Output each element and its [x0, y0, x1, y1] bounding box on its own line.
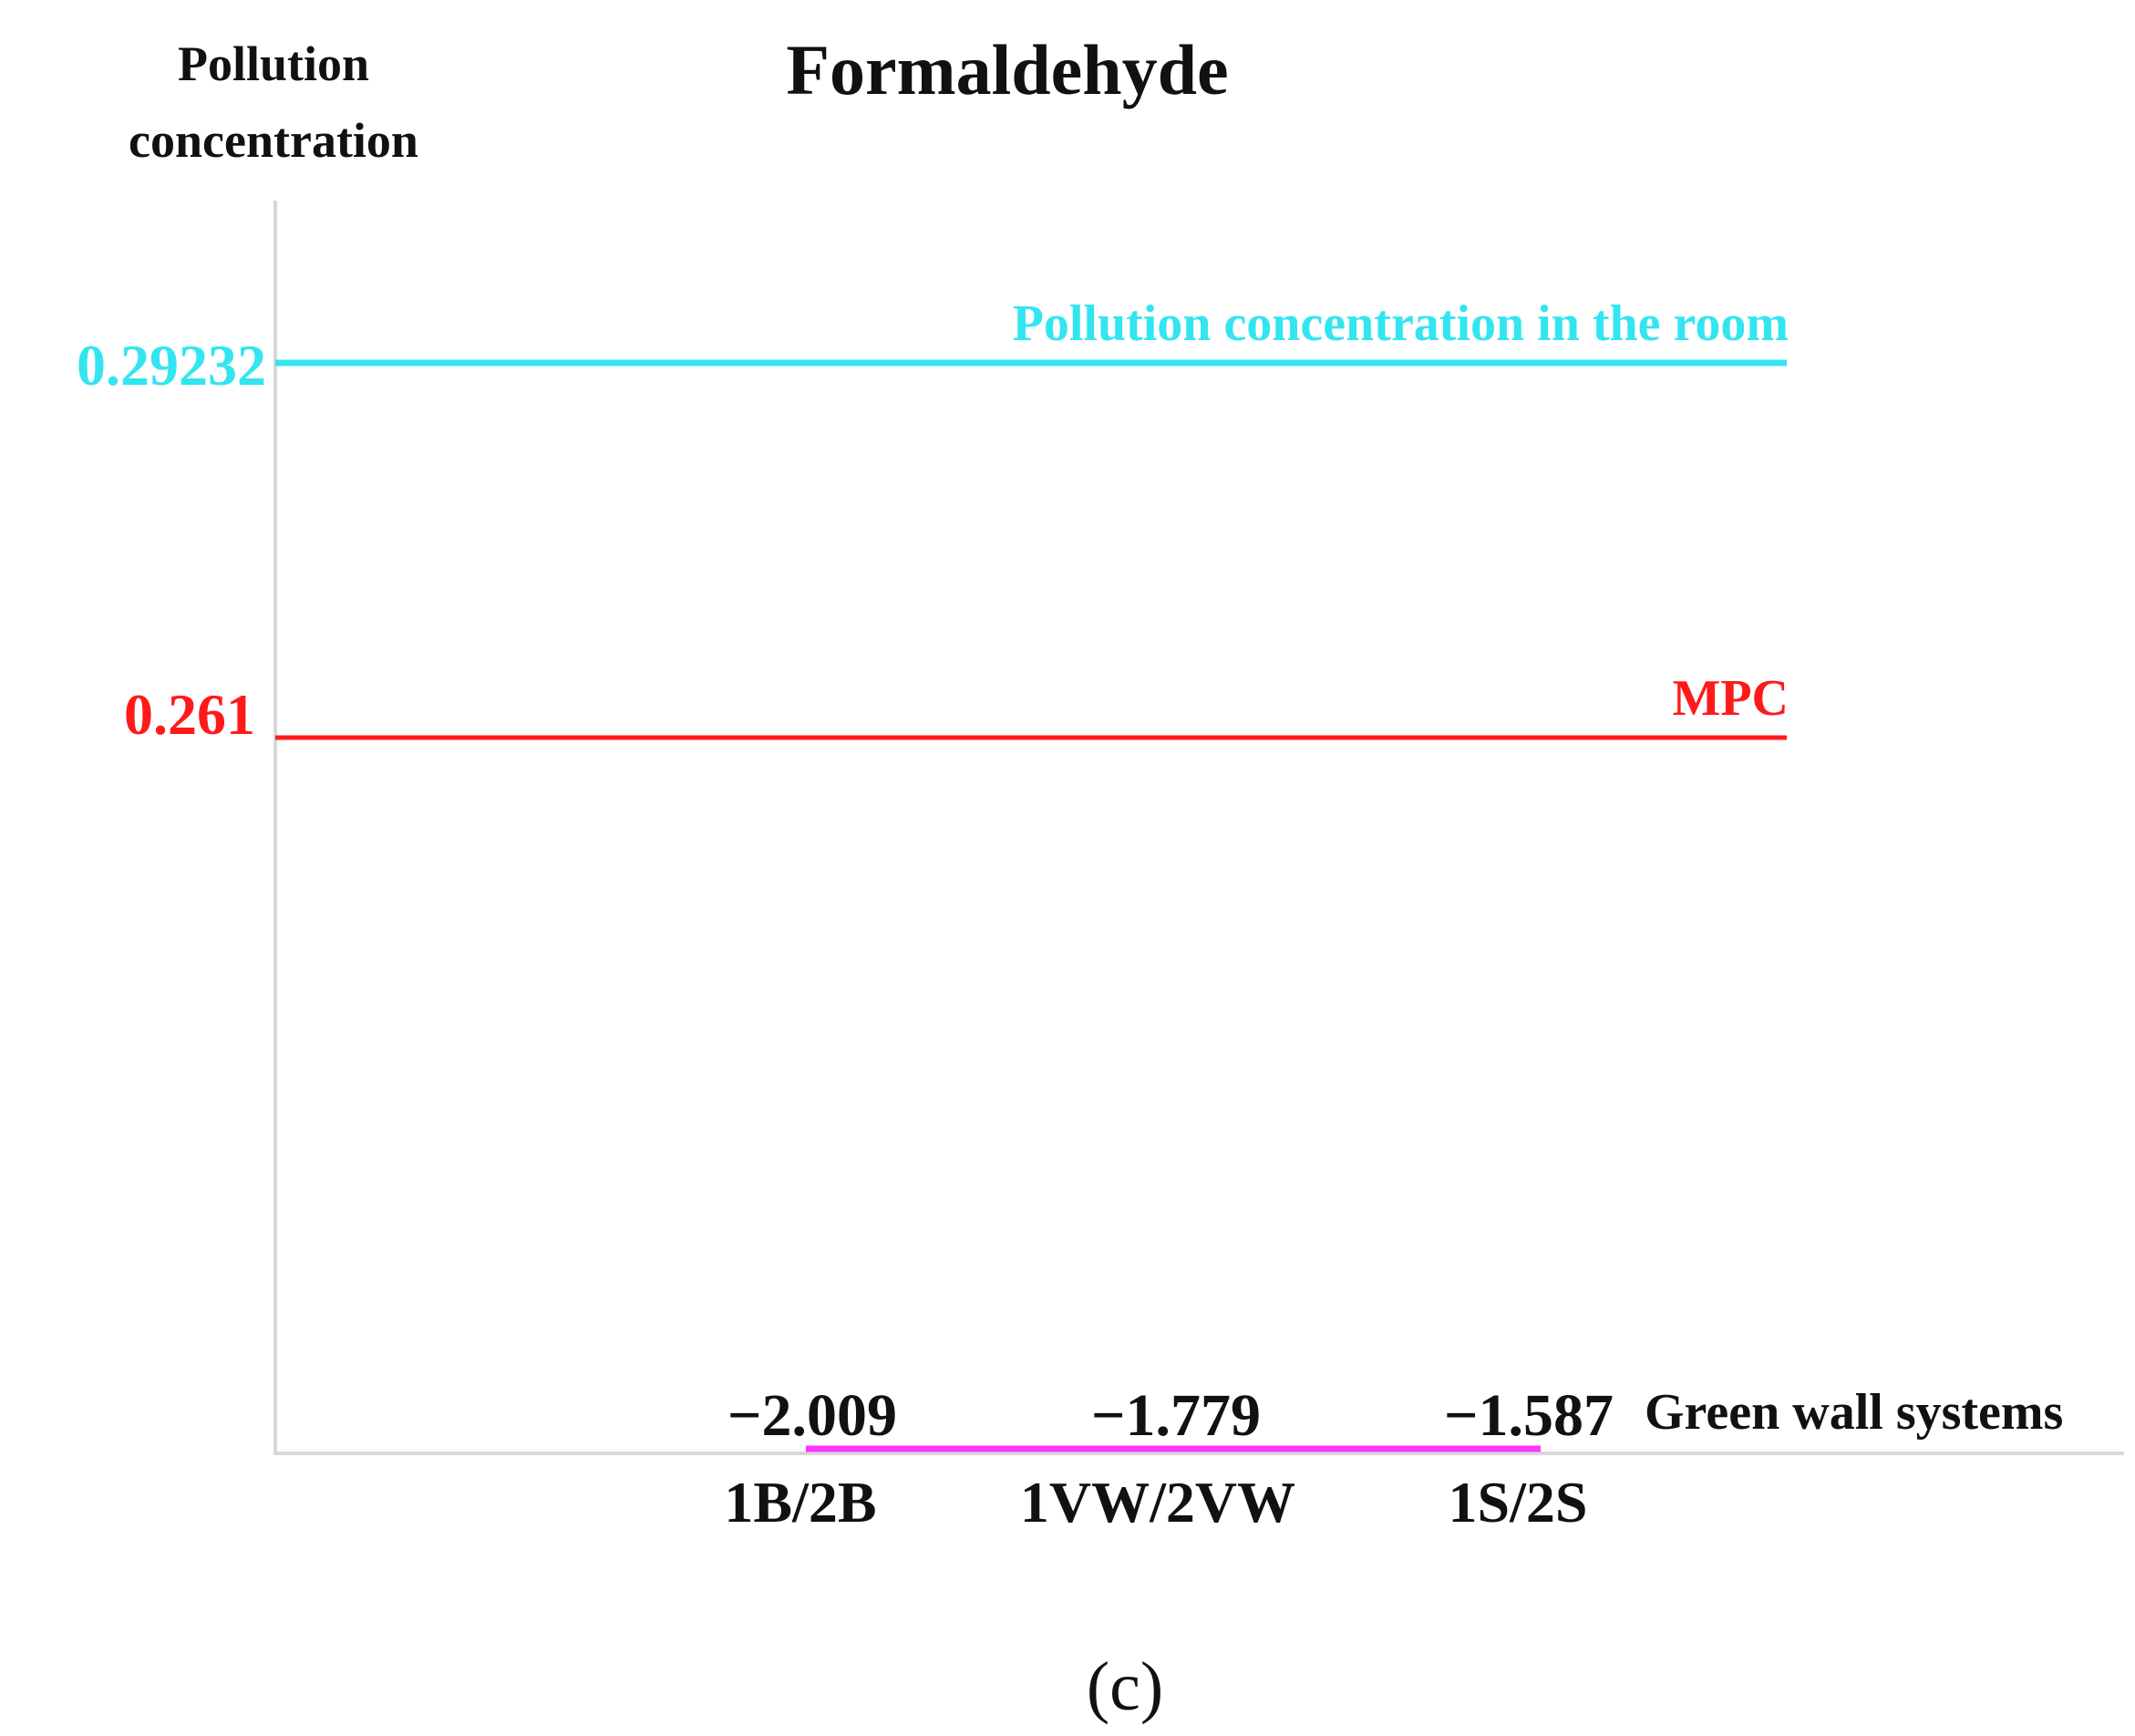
- mpc-tick: 0.261: [124, 682, 255, 747]
- room-concentration-tick: 0.29232: [77, 333, 266, 398]
- chart-title: Formaldehyde: [786, 30, 1228, 109]
- panel-label: (c): [1087, 1648, 1163, 1725]
- category-label-1s-2s: 1S/2S: [1449, 1470, 1588, 1534]
- mpc-label: MPC: [1672, 670, 1789, 727]
- value-label-1b-2b: −2.009: [727, 1382, 897, 1449]
- y-axis-label-line-1: Pollution: [178, 36, 369, 91]
- y-axis-label: Pollution concentration: [129, 36, 418, 168]
- series-name-label: Green wall systems: [1645, 1384, 2063, 1441]
- category-label-1b-2b: 1B/2B: [724, 1470, 876, 1534]
- category-label-1vw-2vw: 1VW/2VW: [1020, 1470, 1295, 1534]
- value-label-1vw-2vw: −1.779: [1091, 1382, 1261, 1449]
- room-concentration-label: Pollution concentration in the room: [1013, 295, 1789, 352]
- y-axis-label-line-2: concentration: [129, 113, 418, 168]
- value-label-1s-2s: −1.587: [1444, 1382, 1614, 1449]
